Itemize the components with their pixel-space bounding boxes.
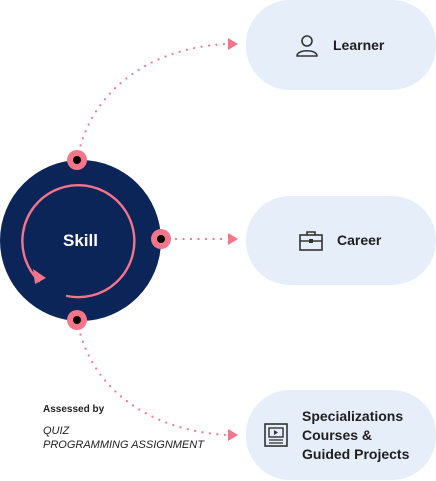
- briefcase-icon: [298, 228, 324, 254]
- learner-node: Learner: [246, 0, 436, 90]
- skill-circle: Skill: [0, 160, 161, 321]
- connector-to-learner: [75, 42, 228, 162]
- cycle-arrow-icon: [21, 184, 136, 299]
- outcome-line: Specializations: [302, 407, 404, 424]
- career-node: Career: [246, 196, 436, 285]
- learning-programs-label: Specializations Courses & Guided Project…: [302, 407, 409, 464]
- person-icon: [294, 32, 320, 58]
- career-label: Career: [337, 232, 382, 248]
- learner-label: Learner: [333, 36, 385, 53]
- assessment-block: Assessed by QUIZ PROGRAMMING ASSIGNMENT: [43, 404, 243, 452]
- assessment-title: Assessed by: [43, 404, 105, 415]
- video-lesson-icon: [263, 422, 289, 448]
- assessment-item: QUIZ: [43, 425, 70, 437]
- outcome-line: Courses &: [302, 426, 373, 443]
- outcome-line: Guided Projects: [302, 445, 410, 462]
- skill-label: Skill: [63, 230, 98, 250]
- learning-programs-node: Specializations Courses & Guided Project…: [246, 390, 436, 480]
- arrow-to-learner: [228, 38, 238, 50]
- arrow-to-outcome: [228, 429, 238, 441]
- assessment-item: PROGRAMMING ASSIGNMENT: [43, 439, 204, 451]
- arrow-to-career: [228, 233, 238, 245]
